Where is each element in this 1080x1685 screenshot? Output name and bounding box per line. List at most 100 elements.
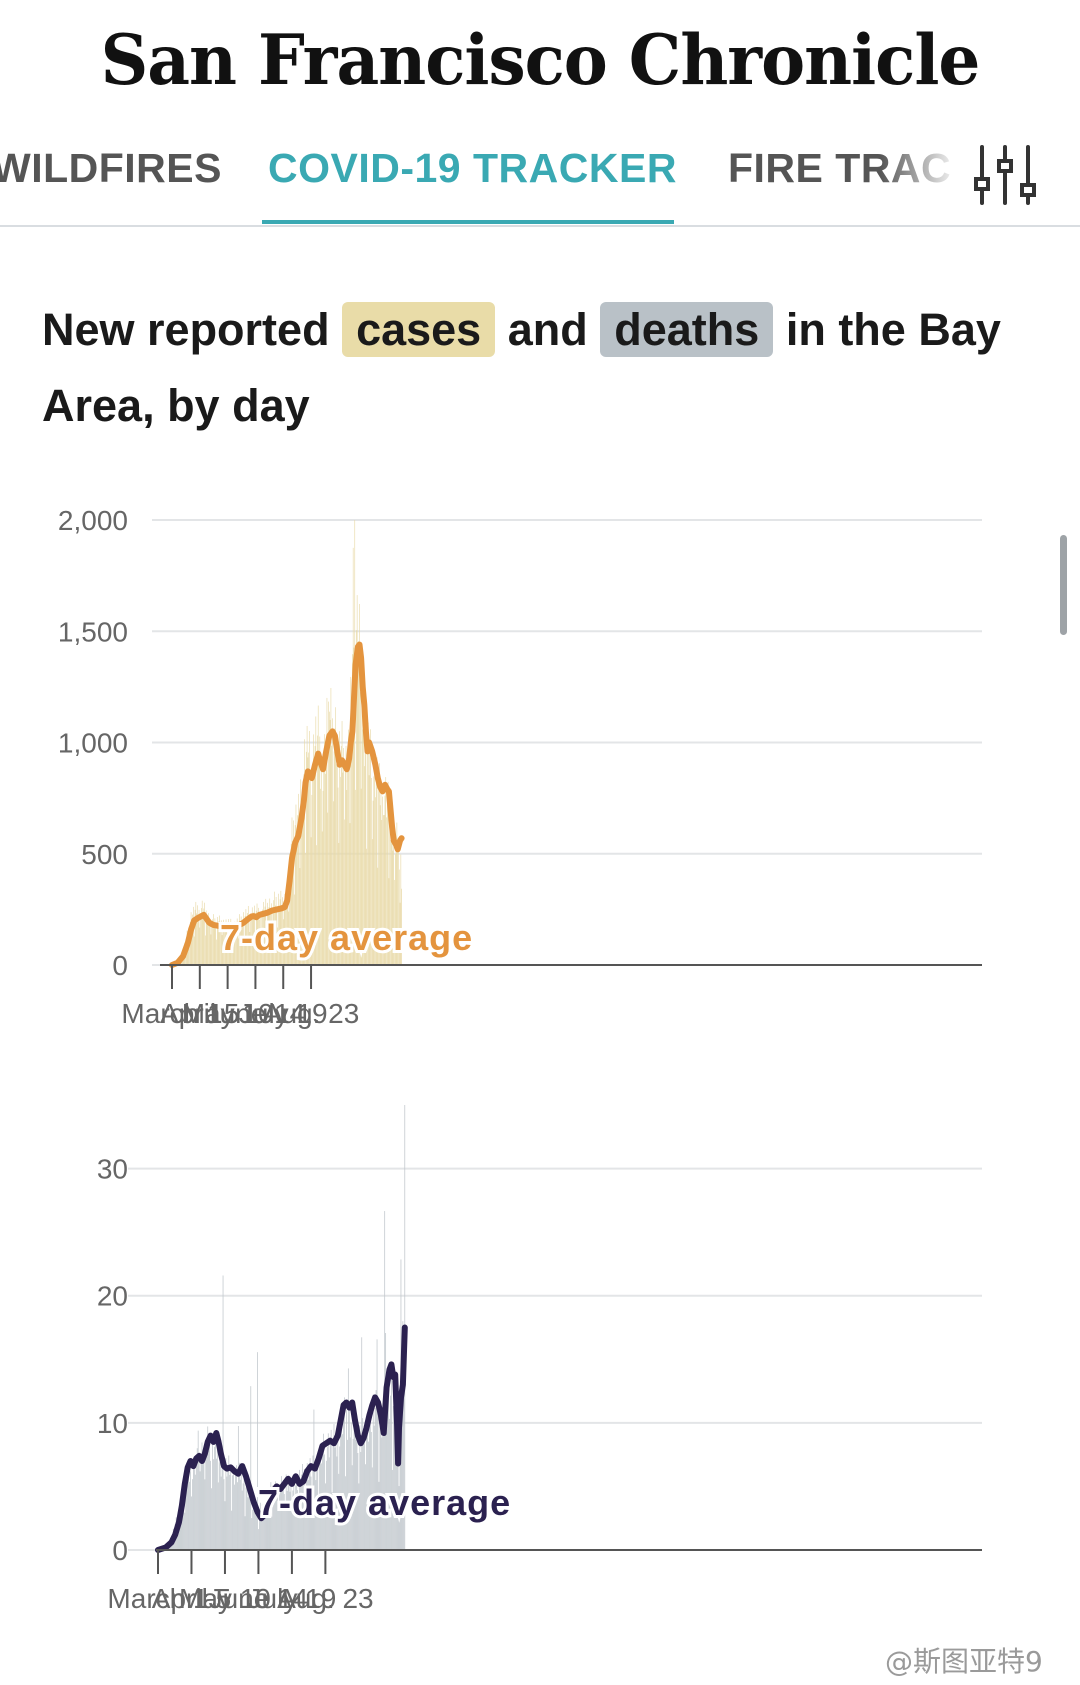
daily-bar — [390, 826, 392, 965]
daily-bar — [352, 547, 354, 965]
daily-bar — [278, 1507, 279, 1550]
daily-bar — [394, 854, 396, 965]
daily-bar — [318, 760, 320, 965]
daily-bar — [245, 1487, 247, 1550]
daily-bar — [353, 647, 355, 965]
daily-bar — [385, 1333, 387, 1550]
tab-covid-tracker[interactable]: COVID-19 TRACKER — [268, 145, 677, 191]
daily-bar — [283, 903, 285, 965]
daily-bar — [356, 595, 358, 965]
tab-wildfires[interactable]: WILDFIRES — [0, 145, 222, 191]
daily-bar — [224, 1501, 226, 1550]
daily-bar — [215, 928, 217, 965]
daily-bar — [358, 640, 360, 965]
daily-bar — [375, 797, 376, 965]
daily-bar — [325, 1483, 326, 1550]
daily-bar — [279, 899, 281, 965]
daily-bar — [380, 782, 382, 965]
daily-bar — [395, 838, 397, 965]
daily-bar — [387, 799, 388, 965]
daily-bar — [247, 913, 248, 965]
x-tick-label: April 5 — [152, 1583, 231, 1614]
daily-bar — [389, 803, 391, 965]
daily-bar — [224, 924, 226, 965]
daily-bar — [202, 1462, 204, 1550]
daily-bar — [382, 1422, 384, 1550]
daily-bar — [197, 917, 199, 965]
masthead[interactable]: San Francisco Chronicle — [0, 0, 1080, 120]
daily-bar — [293, 820, 294, 965]
daily-bar — [309, 730, 310, 965]
y-tick-label: 0 — [112, 1535, 128, 1566]
daily-bar — [338, 842, 340, 965]
daily-bar — [322, 790, 324, 965]
daily-bar — [266, 1497, 268, 1550]
daily-bar — [214, 918, 216, 965]
headline-part3: in the Bay Area, by day — [42, 304, 1001, 431]
daily-bar — [232, 923, 233, 965]
daily-bar — [295, 1485, 297, 1550]
daily-bar — [280, 890, 282, 965]
headline-deaths-highlight: deaths — [600, 302, 774, 357]
daily-bar — [247, 1497, 249, 1550]
daily-bar — [340, 776, 341, 965]
daily-bar — [236, 924, 237, 965]
daily-bar — [189, 931, 190, 965]
daily-bar — [316, 845, 317, 965]
daily-bar — [403, 1374, 405, 1550]
chart-headline: New reported cases and deaths in the Bay… — [42, 292, 1042, 444]
daily-bar — [257, 1352, 258, 1550]
daily-bar — [360, 692, 361, 965]
daily-bar — [244, 1516, 246, 1550]
daily-bar — [292, 842, 294, 965]
daily-bar — [368, 775, 370, 965]
seven-day-average-line — [169, 641, 405, 968]
daily-bar — [243, 1476, 245, 1550]
masthead-title: San Francisco Chronicle — [100, 19, 981, 101]
daily-bar — [219, 1453, 221, 1550]
daily-bar — [399, 1455, 401, 1550]
daily-bar — [253, 912, 255, 965]
daily-bar — [241, 926, 243, 965]
x-tick-label: July 19 — [239, 998, 328, 1029]
x-tick-label: May 10 — [182, 998, 274, 1029]
daily-bar — [397, 850, 398, 965]
daily-bar — [212, 1434, 213, 1550]
daily-bar — [302, 812, 304, 965]
daily-bar — [303, 1468, 305, 1550]
daily-bar — [399, 902, 401, 965]
daily-bar — [230, 1465, 232, 1550]
daily-bar — [310, 837, 312, 965]
daily-bar — [339, 731, 340, 965]
daily-bar — [306, 725, 308, 965]
daily-bar — [274, 891, 275, 965]
y-tick-label: 1,000 — [58, 728, 128, 759]
daily-bar — [235, 1474, 236, 1550]
daily-bar — [326, 1447, 328, 1550]
daily-bar — [291, 817, 293, 965]
daily-bar — [217, 926, 219, 965]
sliders-icon[interactable] — [970, 135, 1040, 215]
daily-bar — [203, 1447, 205, 1550]
daily-bar — [301, 787, 303, 965]
daily-bar — [270, 911, 271, 965]
daily-bar — [289, 853, 290, 965]
daily-bar — [393, 1398, 395, 1550]
daily-bar — [253, 1505, 255, 1550]
daily-bar — [382, 796, 383, 965]
daily-bar — [363, 704, 364, 965]
daily-bar — [229, 923, 231, 965]
daily-bar — [207, 1426, 209, 1550]
scrollbar-thumb[interactable] — [1060, 535, 1067, 635]
daily-bar — [381, 1437, 383, 1550]
daily-bar — [367, 746, 368, 965]
daily-bar — [208, 1450, 210, 1550]
daily-bar — [195, 1461, 197, 1550]
daily-bar — [237, 1482, 238, 1550]
x-tick-label: April 5 — [160, 998, 239, 1029]
daily-bar — [328, 701, 329, 965]
daily-bar — [296, 1475, 298, 1550]
daily-bar — [353, 1425, 355, 1550]
daily-bar — [200, 1457, 202, 1550]
y-tick-label: 20 — [97, 1281, 128, 1312]
